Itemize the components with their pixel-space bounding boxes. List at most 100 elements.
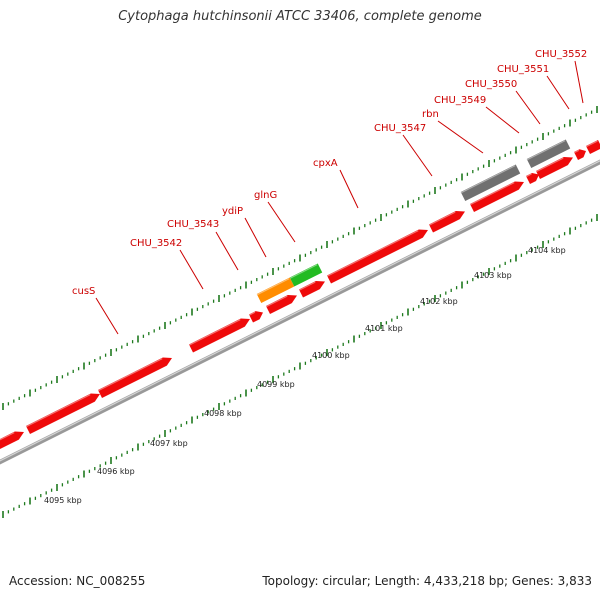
feature-shape <box>298 281 325 298</box>
gene-label-CHU_3547: CHU_3547 <box>374 123 433 177</box>
backbone-line <box>0 159 600 465</box>
cds-feature-7 <box>298 281 325 298</box>
feature-shape <box>573 149 586 161</box>
kbp-label: 4097 kbp <box>150 439 188 448</box>
cds-feature-5 <box>248 311 263 323</box>
feature-highlight <box>526 140 566 161</box>
feature-highlight <box>299 281 316 291</box>
gene-name: CHU_3542 <box>130 238 182 249</box>
kbp-label: 4098 kbp <box>204 409 242 418</box>
feature-highlight <box>536 157 564 173</box>
kbp-label: 4099 kbp <box>257 380 295 389</box>
gene-name: ydiP <box>222 206 243 217</box>
feature-highlight <box>26 394 91 428</box>
leader-line <box>515 90 541 125</box>
feature-shape <box>526 139 571 168</box>
gene-name: CHU_3552 <box>535 49 587 60</box>
backbone <box>0 159 600 465</box>
gene-label-CHU_3549: CHU_3549 <box>434 95 520 134</box>
gene-label-glnG: glnG <box>254 190 296 243</box>
feature-shape <box>188 318 250 353</box>
feature-highlight <box>470 182 515 206</box>
feature-highlight <box>526 173 532 178</box>
other-feature-rbn <box>460 164 521 201</box>
gene-labels: cusS CHU_3542 CHU_3543 ydiP glnG cpxA CHU_3547… <box>72 49 587 335</box>
feature-shape <box>428 211 466 233</box>
leader-line <box>485 106 520 134</box>
genome-stats-text: Topology: circular; Length: 4,433,218 bp… <box>262 574 592 588</box>
other-feature-chu3549 <box>526 139 571 168</box>
gene-name: glnG <box>254 190 277 201</box>
feature-shape <box>97 357 172 399</box>
kbp-scale-labels: 4095 kbp 4096 kbp 4097 kbp 4098 kbp 4099 kbp… <box>44 246 566 505</box>
feature-highlight <box>460 165 516 194</box>
gene-label-CHU_3551: CHU_3551 <box>497 64 570 110</box>
feature-highlight <box>0 432 15 443</box>
feature-shape <box>256 277 295 303</box>
gene-label-rbn: rbn <box>422 109 484 154</box>
kbp-label: 4101 kbp <box>365 324 403 333</box>
kbp-label: 4102 kbp <box>420 297 458 306</box>
cds-feature-12 <box>535 157 574 180</box>
gene-name: cpxA <box>313 158 338 169</box>
kbp-label: 4100 kbp <box>312 351 350 360</box>
kbp-label: 4104 kbp <box>528 246 566 255</box>
cds-feature-1 <box>0 431 24 450</box>
leader-line <box>179 249 204 290</box>
cds-feature-4 <box>188 318 250 353</box>
leader-line <box>437 120 484 154</box>
leader-line <box>574 60 584 104</box>
feature-highlight <box>256 278 290 296</box>
tick-marks <box>2 106 598 518</box>
backbone-highlight <box>0 160 600 462</box>
feature-highlight <box>574 149 580 154</box>
gene-label-cpxA: cpxA <box>313 158 359 209</box>
gene-name: CHU_3547 <box>374 123 426 134</box>
feature-highlight <box>429 211 456 226</box>
feature-highlight <box>98 358 163 392</box>
gene-label-ydiP: ydiP <box>222 206 267 258</box>
gene-label-CHU_3543: CHU_3543 <box>167 219 239 271</box>
feature-shape <box>265 295 297 315</box>
cds-feature-2 <box>25 393 100 435</box>
feature-shape <box>585 139 600 155</box>
cds-feature-3 <box>97 357 172 399</box>
feature-shape <box>469 181 524 213</box>
gene-features <box>0 139 600 450</box>
feature-highlight <box>327 230 419 277</box>
rrna-feature-glnG <box>289 263 323 287</box>
gene-name: CHU_3551 <box>497 64 549 75</box>
kbp-label: 4095 kbp <box>44 496 82 505</box>
cds-feature-13 <box>573 149 586 161</box>
cds-feature-8 <box>326 229 428 284</box>
feature-shape <box>326 229 428 284</box>
gene-label-CHU_3552: CHU_3552 <box>535 49 587 104</box>
accession-text: Accession: NC_008255 <box>9 574 146 588</box>
cds-feature-6 <box>265 295 297 315</box>
feature-highlight <box>289 264 318 279</box>
trna-feature-ydiP <box>256 277 295 303</box>
gene-label-cusS: cusS <box>72 286 119 335</box>
gene-name: rbn <box>422 109 439 120</box>
feature-highlight <box>266 295 288 308</box>
feature-shape <box>289 263 323 287</box>
cds-feature-9 <box>428 211 466 233</box>
genome-title: Cytophaga hutchinsonii ATCC 33406, compl… <box>118 9 482 24</box>
feature-shape <box>25 393 100 435</box>
leader-line <box>215 231 239 271</box>
leader-line <box>95 297 119 335</box>
feature-shape <box>460 164 521 201</box>
cds-feature-14 <box>585 139 600 155</box>
kbp-label: 4096 kbp <box>97 467 135 476</box>
gene-name: cusS <box>72 286 95 297</box>
feature-highlight <box>189 319 241 346</box>
gene-label-CHU_3550: CHU_3550 <box>465 79 541 125</box>
leader-line <box>244 217 267 258</box>
feature-highlight <box>249 311 256 316</box>
gene-label-CHU_3542: CHU_3542 <box>130 238 204 290</box>
leader-line <box>267 201 296 243</box>
feature-highlight <box>586 140 598 148</box>
upper-tick-row <box>2 106 598 410</box>
gene-name: CHU_3550 <box>465 79 517 90</box>
